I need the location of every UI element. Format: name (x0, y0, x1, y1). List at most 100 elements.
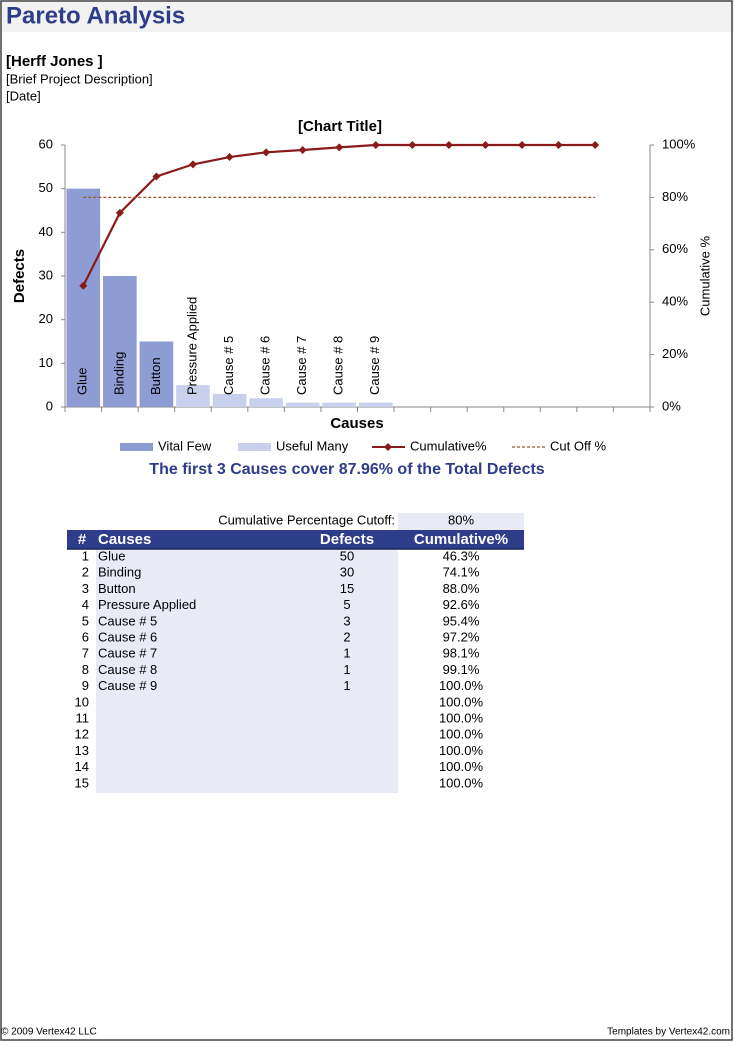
table-cell: 11 (76, 711, 90, 726)
legend-swatch (238, 443, 271, 451)
table-header: Cumulative% (414, 531, 508, 548)
table-cell: 9 (82, 678, 89, 693)
table-cell: Binding (98, 565, 141, 580)
cutoff-value: 80% (448, 512, 474, 527)
y2-tick-label: 0% (662, 398, 681, 413)
table-cell: Cause # 7 (98, 646, 157, 661)
table-cell: 5 (343, 597, 350, 612)
y-tick-label: 50 (39, 180, 53, 195)
category-label: Cause # 7 (294, 336, 309, 395)
table-header-bg (67, 530, 524, 549)
table-cell: 100.0% (439, 727, 484, 742)
cutoff-cell (398, 513, 524, 530)
title-band (0, 0, 734, 32)
category-label: Button (148, 357, 163, 395)
table-header: # (78, 531, 87, 548)
table-cell: 6 (82, 630, 89, 645)
table-header: Causes (98, 531, 151, 548)
y-tick-label: 60 (39, 136, 53, 151)
table-cell: 1 (343, 662, 350, 677)
line-marker (225, 153, 234, 162)
y2-tick-label: 60% (662, 241, 688, 256)
table-cell: 50 (340, 549, 354, 564)
table-cell: 7 (82, 646, 89, 661)
table-cell: 88.0% (443, 581, 480, 596)
bar (212, 393, 247, 407)
table-cell: 100.0% (439, 759, 484, 774)
y2-tick-label: 20% (662, 346, 688, 361)
table-cell: 10 (75, 694, 89, 709)
line-marker (152, 172, 161, 181)
line-marker (371, 141, 380, 149)
category-label: Glue (75, 368, 90, 395)
x-axis-label: Causes (330, 415, 383, 432)
line-marker (188, 160, 197, 169)
table-cell: 46.3% (443, 549, 480, 564)
line-marker (115, 208, 124, 217)
table-cell: 100.0% (439, 678, 484, 693)
table-cell: 97.2% (443, 630, 480, 645)
y2-tick-label: 80% (662, 189, 688, 204)
line-marker (518, 141, 527, 149)
table-cell: 13 (75, 743, 89, 758)
table-cell: 74.1% (443, 565, 480, 580)
table-cell: 92.6% (443, 597, 480, 612)
page-title: Pareto Analysis (6, 2, 185, 29)
bar (66, 188, 101, 407)
table-cell: 15 (340, 581, 354, 596)
category-label: Cause # 9 (367, 336, 382, 395)
line-marker (79, 281, 88, 290)
line-marker (444, 141, 453, 149)
line-marker (262, 148, 271, 157)
category-label: Cause # 5 (221, 336, 236, 395)
legend-label: Vital Few (158, 438, 212, 453)
y-tick-label: 10 (39, 355, 53, 370)
chart-title: [Chart Title] (298, 118, 382, 135)
legend-label: Cumulative% (410, 438, 487, 453)
legend-marker (384, 443, 392, 451)
bar (322, 402, 357, 407)
category-label: Cause # 8 (331, 336, 346, 395)
table-cell: 1 (343, 678, 350, 693)
table-cell: 1 (82, 549, 89, 564)
y-tick-label: 0 (46, 398, 53, 413)
table-cell: 14 (75, 759, 89, 774)
line-marker (481, 141, 490, 149)
table-cell: Cause # 6 (98, 630, 157, 645)
table-cell: 8 (82, 662, 89, 677)
y-tick-label: 20 (39, 311, 53, 326)
bar (285, 402, 320, 407)
category-label: Cause # 6 (258, 336, 273, 395)
line-marker (554, 141, 563, 149)
legend-swatch (120, 443, 153, 451)
y-axis-label: Defects (11, 249, 28, 303)
table-cell: 98.1% (443, 646, 480, 661)
y-tick-label: 30 (39, 267, 53, 282)
line-marker (335, 143, 344, 152)
footer-left: © 2009 Vertex42 LLC (1, 1027, 97, 1038)
y-tick-label: 40 (39, 224, 53, 239)
category-label: Binding (111, 352, 126, 395)
table-header: Defects (320, 531, 374, 548)
legend-label: Cut Off % (550, 438, 607, 453)
table-cell: 30 (340, 565, 354, 580)
bar (103, 276, 137, 407)
table-cell: Cause # 5 (98, 613, 157, 628)
table-cell: 100.0% (439, 694, 484, 709)
table-cell: 100.0% (439, 775, 484, 790)
line-marker (298, 145, 307, 154)
category-label: Pressure Applied (184, 297, 199, 395)
table-cell: 99.1% (443, 662, 480, 677)
project-date: [Date] (6, 88, 41, 103)
y2-axis-label: Cumulative % (697, 235, 712, 316)
line-marker (591, 141, 600, 149)
table-cell: Button (98, 581, 136, 596)
table-cell: 3 (343, 613, 350, 628)
cutoff-label: Cumulative Percentage Cutoff: (218, 512, 395, 527)
y2-tick-label: 100% (662, 136, 696, 151)
footer-right: Templates by Vertex42.com (607, 1027, 730, 1038)
causes-column-bg (96, 550, 398, 793)
line-marker (408, 141, 417, 149)
